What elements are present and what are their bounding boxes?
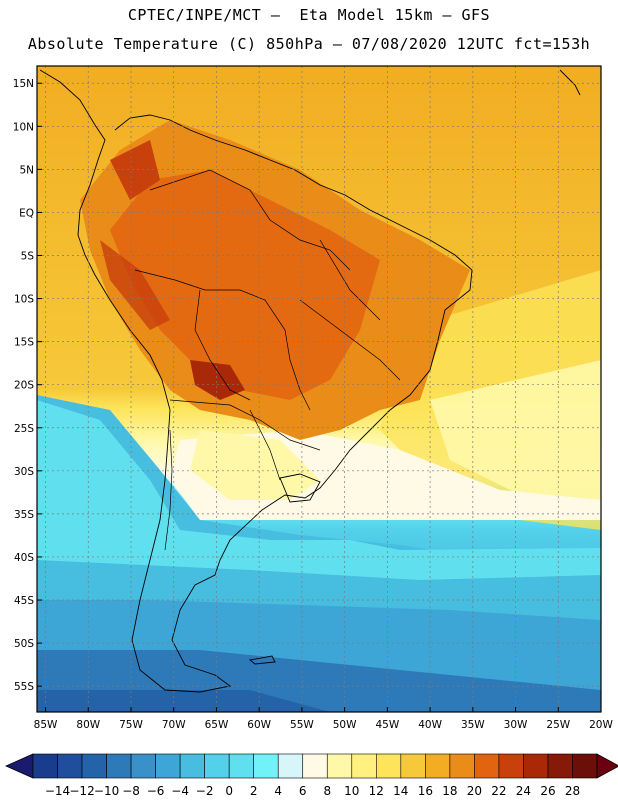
longitude-labels: 85W 80W 75W 70W 65W 60W 55W 50W 45W 40W 35W 30W 25W 2… [34, 707, 613, 731]
colorbar-label: 8 [323, 784, 331, 798]
colorbar-label: 6 [299, 784, 307, 798]
lat-label: 35S [14, 509, 34, 521]
colorbar-label: 4 [274, 784, 282, 798]
latitude-labels: 15N 10N 5N EQ 5S 10S 15S 20S 25S 30S 35S 40S 45S 50S 5… [13, 78, 42, 693]
colorbar-label: −4 [171, 784, 189, 798]
map-frame [36, 65, 602, 713]
colorbar-label: 20 [467, 784, 482, 798]
title-line-1: CPTEC/INPE/MCT – Eta Model 15km – GFS [127, 6, 491, 24]
colorbar-swatch [81, 753, 107, 779]
colorbar-swatch [547, 753, 573, 779]
colorbar-label: 24 [516, 784, 531, 798]
lon-label: 65W [205, 719, 229, 731]
lon-label: 35W [461, 719, 485, 731]
colorbar-swatch [57, 753, 83, 779]
colorbar-swatch [204, 753, 230, 779]
colorbar-swatch [572, 753, 598, 779]
lat-label: 50S [14, 638, 34, 650]
colorbar-swatch [253, 753, 279, 779]
colorbar-label: −6 [147, 784, 165, 798]
lon-label: 50W [333, 719, 357, 731]
colorbar-swatch [155, 753, 181, 779]
lat-label: 10N [13, 121, 34, 133]
lat-label: 10S [14, 294, 34, 306]
colorbar-label: −8 [122, 784, 140, 798]
colorbar-labels: −14 −12 −10 −8 −6 −4 −2 0 2 4 6 8 10 12 14 16 18 20 22 24 26… [45, 784, 580, 798]
colorbar-swatch [498, 753, 524, 779]
lat-label: 15S [14, 337, 34, 349]
coastlines [39, 69, 581, 693]
colorbar-label: −2 [196, 784, 214, 798]
colorbar-label: 14 [393, 784, 408, 798]
colorbar-swatch [376, 753, 402, 779]
lon-label: 20W [589, 719, 613, 731]
colorbar-over-arrow [596, 753, 618, 779]
colorbar-swatch [523, 753, 549, 779]
lon-label: 25W [546, 719, 570, 731]
colorbar-swatch [106, 753, 132, 779]
lat-label: 30S [14, 466, 34, 478]
colorbar-label: 26 [540, 784, 555, 798]
lat-label: 45S [14, 595, 34, 607]
colorbar-swatch [449, 753, 475, 779]
lon-label: 40W [418, 719, 442, 731]
title-line-2: Absolute Temperature (C) 850hPa – 07/08/… [27, 35, 591, 53]
colorbar-label: 10 [344, 784, 359, 798]
country-borders [134, 169, 401, 551]
colorbar-under-arrow [5, 753, 34, 779]
lat-label: 40S [14, 552, 34, 564]
colorbar-swatch [400, 753, 426, 779]
colorbar-swatch [425, 753, 451, 779]
colorbar-swatch [130, 753, 156, 779]
lat-label: 5S [21, 250, 35, 262]
lon-label: 60W [247, 719, 271, 731]
lat-label: EQ [19, 207, 34, 219]
lon-label: 30W [504, 719, 528, 731]
colorbar-swatch [277, 753, 304, 779]
colorbar-label: 16 [418, 784, 433, 798]
colorbar-swatch [351, 753, 377, 779]
colorbar-label: −14 [45, 784, 70, 798]
colorbar-swatch [474, 753, 500, 779]
colorbar-swatch [302, 753, 328, 779]
lon-label: 85W [34, 719, 58, 731]
lon-label: 70W [162, 719, 186, 731]
colorbar-swatch [32, 753, 58, 779]
lat-label: 5N [19, 164, 34, 176]
lat-lon-grid [37, 66, 602, 712]
colorbar-swatch [179, 753, 205, 779]
colorbar-label: −10 [94, 784, 119, 798]
colorbar-label: 0 [225, 784, 233, 798]
colorbar-swatch [228, 753, 254, 779]
lon-label: 55W [290, 719, 314, 731]
colorbar [5, 753, 618, 779]
colorbar-label: 22 [491, 784, 506, 798]
colorbar-label: 28 [565, 784, 580, 798]
lat-label: 55S [14, 681, 34, 693]
colorbar-label: 2 [250, 784, 258, 798]
temperature-field [37, 66, 601, 712]
lon-label: 45W [375, 719, 399, 731]
colorbar-swatch [326, 753, 353, 779]
colorbar-label: 12 [369, 784, 384, 798]
colorbar-label: 18 [442, 784, 457, 798]
lat-label: 15N [13, 78, 34, 90]
lon-label: 75W [119, 719, 143, 731]
lon-label: 80W [76, 719, 100, 731]
lat-label: 20S [14, 380, 34, 392]
colorbar-label: −12 [69, 784, 94, 798]
lat-label: 25S [14, 423, 34, 435]
